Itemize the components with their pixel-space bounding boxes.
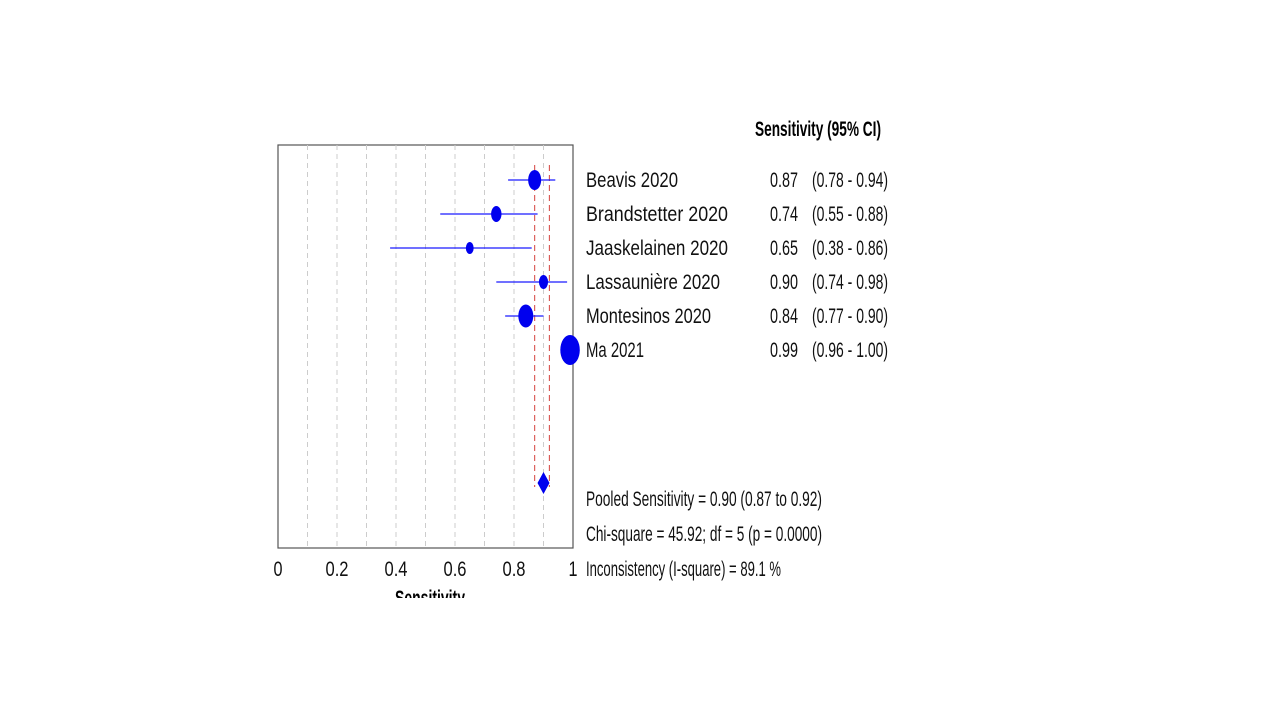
study-estimate: 0.87 xyxy=(770,169,798,192)
study-name: Brandstetter 2020 xyxy=(586,203,728,226)
pooled-stat-line: Pooled Sensitivity = 0.90 (0.87 to 0.92) xyxy=(586,488,822,511)
x-tick-label: 0 xyxy=(274,558,283,581)
x-tick-label: 0.2 xyxy=(326,558,349,581)
ci-column-header: Sensitivity (95% CI) xyxy=(755,118,881,141)
x-tick-label: 0.6 xyxy=(444,558,467,581)
pooled-stat-line: Chi-square = 45.92; df = 5 (p = 0.0000) xyxy=(586,523,822,546)
x-axis-label: Sensitivity xyxy=(395,587,465,610)
pooled-stats: Pooled Sensitivity = 0.90 (0.87 to 0.92)… xyxy=(586,488,822,581)
pooled-reference-lines xyxy=(534,165,550,487)
study-point xyxy=(465,242,474,254)
study-ci: (0.96 - 1.00) xyxy=(812,339,888,362)
study-labels: Sensitivity (95% CI) Beavis 2020 0.87 (0.7… xyxy=(586,118,888,362)
study-name: Ma 2021 xyxy=(586,339,644,362)
study-point xyxy=(491,206,502,222)
study-point xyxy=(538,275,549,289)
study-name: Montesinos 2020 xyxy=(586,305,711,328)
study-point xyxy=(528,170,542,190)
x-axis: Sensitivity 0 0.2 0.4 0.6 0.8 1 xyxy=(274,558,578,610)
grid-lines xyxy=(307,145,544,548)
study-estimate: 0.84 xyxy=(770,305,798,328)
study-ci: (0.77 - 0.90) xyxy=(812,305,888,328)
pooled-stat-line: Inconsistency (I-square) = 89.1 % xyxy=(586,558,781,581)
study-ci: (0.55 - 0.88) xyxy=(812,203,888,226)
study-point xyxy=(518,304,534,328)
study-estimate: 0.65 xyxy=(770,237,798,260)
study-name: Beavis 2020 xyxy=(586,169,678,192)
x-tick-label: 0.8 xyxy=(503,558,526,581)
study-estimate: 0.99 xyxy=(770,339,798,362)
study-markers xyxy=(390,170,580,494)
x-tick-label: 0.4 xyxy=(385,558,408,581)
study-estimate: 0.90 xyxy=(770,271,798,294)
study-ci: (0.74 - 0.98) xyxy=(812,271,888,294)
study-estimate: 0.74 xyxy=(770,203,798,226)
study-ci: (0.78 - 0.94) xyxy=(812,169,888,192)
study-point xyxy=(560,335,580,365)
study-name: Jaaskelainen 2020 xyxy=(586,237,728,260)
x-tick-label: 1 xyxy=(569,558,578,581)
study-name: Lassaunière 2020 xyxy=(586,271,720,294)
study-ci: (0.38 - 0.86) xyxy=(812,237,888,260)
pooled-diamond xyxy=(537,472,550,494)
